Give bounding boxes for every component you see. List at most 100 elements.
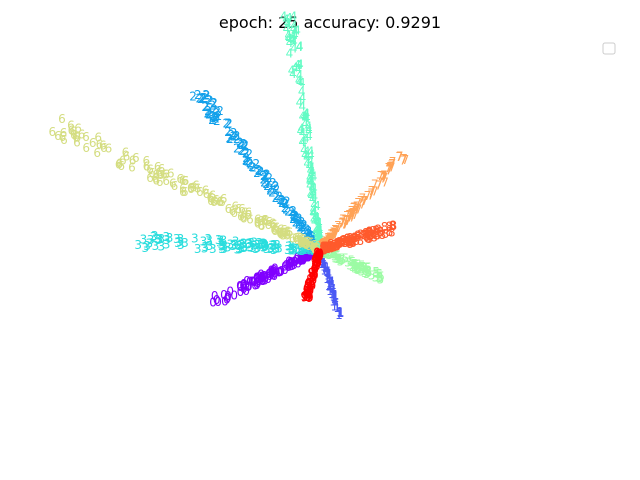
point-label-4: 4 — [307, 144, 315, 158]
point-label-3: 3 — [313, 242, 321, 256]
point-label-4: 4 — [296, 57, 304, 71]
point-label-6: 6 — [302, 238, 310, 252]
point-label-9: 9 — [307, 266, 315, 280]
point-label-8: 8 — [326, 240, 334, 254]
point-label-7: 7 — [329, 229, 337, 243]
point-label-2: 2 — [216, 104, 224, 118]
point-label-3: 3 — [302, 243, 310, 257]
point-label-6: 6 — [302, 238, 310, 252]
point-label-1: 1 — [329, 281, 337, 295]
point-label-2: 2 — [263, 168, 271, 182]
point-label-8: 8 — [386, 225, 394, 239]
point-label-6: 6 — [269, 218, 277, 232]
point-label-9: 9 — [300, 290, 308, 304]
point-label-6: 6 — [192, 179, 200, 193]
point-label-3: 3 — [145, 236, 153, 250]
point-label-4: 4 — [286, 36, 294, 50]
point-label-6: 6 — [300, 233, 308, 247]
point-label-8: 8 — [319, 242, 327, 256]
point-label-3: 3 — [140, 233, 148, 247]
point-label-4: 4 — [289, 33, 297, 47]
point-label-2: 2 — [211, 112, 219, 126]
point-label-1: 1 — [318, 252, 326, 266]
point-label-8: 8 — [320, 240, 328, 254]
point-label-7: 7 — [347, 207, 355, 221]
point-label-7: 7 — [348, 211, 356, 225]
point-label-7: 7 — [367, 187, 375, 201]
point-label-8: 8 — [340, 233, 348, 247]
point-label-4: 4 — [315, 216, 323, 230]
series-6: 6666666666666666666666666666666666666666… — [48, 112, 321, 256]
point-label-4: 4 — [289, 67, 297, 81]
point-label-5: 5 — [351, 260, 359, 274]
point-label-0: 0 — [304, 250, 312, 264]
point-label-3: 3 — [268, 241, 276, 255]
point-label-8: 8 — [331, 237, 339, 251]
point-label-6: 6 — [123, 150, 131, 164]
point-label-3: 3 — [313, 243, 321, 257]
point-label-2: 2 — [246, 158, 254, 172]
point-label-4: 4 — [288, 33, 296, 47]
point-label-8: 8 — [320, 242, 328, 256]
point-label-2: 2 — [298, 220, 306, 234]
point-label-7: 7 — [346, 211, 354, 225]
point-label-0: 0 — [257, 271, 265, 285]
point-label-4: 4 — [290, 35, 298, 49]
point-label-5: 5 — [354, 263, 362, 277]
point-label-7: 7 — [320, 239, 328, 253]
point-label-0: 0 — [305, 249, 313, 263]
point-label-0: 0 — [297, 249, 305, 263]
point-label-5: 5 — [349, 255, 357, 269]
point-label-0: 0 — [240, 277, 248, 291]
point-label-5: 5 — [354, 261, 362, 275]
point-label-8: 8 — [389, 219, 397, 233]
point-label-5: 5 — [363, 264, 371, 278]
point-label-4: 4 — [290, 19, 298, 33]
point-label-2: 2 — [225, 131, 233, 145]
point-label-3: 3 — [266, 242, 274, 256]
point-label-6: 6 — [284, 228, 292, 242]
point-label-0: 0 — [269, 269, 277, 283]
point-label-7: 7 — [389, 155, 397, 169]
point-label-9: 9 — [312, 253, 320, 267]
point-label-5: 5 — [351, 262, 359, 276]
point-label-9: 9 — [315, 248, 323, 262]
point-label-3: 3 — [312, 244, 320, 258]
point-label-5: 5 — [346, 259, 354, 273]
point-label-3: 3 — [155, 233, 163, 247]
point-label-2: 2 — [212, 106, 220, 120]
point-label-2: 2 — [313, 237, 321, 251]
point-label-6: 6 — [245, 206, 253, 220]
point-label-7: 7 — [402, 153, 410, 167]
point-label-0: 0 — [223, 293, 231, 307]
point-label-5: 5 — [364, 261, 372, 275]
point-label-1: 1 — [316, 246, 324, 260]
point-label-5: 5 — [362, 264, 370, 278]
point-label-8: 8 — [366, 226, 374, 240]
point-label-5: 5 — [373, 266, 381, 280]
point-label-0: 0 — [243, 274, 251, 288]
point-label-8: 8 — [364, 232, 372, 246]
point-label-2: 2 — [203, 107, 211, 121]
point-label-2: 2 — [259, 172, 267, 186]
point-label-3: 3 — [311, 243, 319, 257]
point-label-0: 0 — [213, 293, 221, 307]
point-label-7: 7 — [339, 216, 347, 230]
point-label-1: 1 — [332, 291, 340, 305]
point-label-3: 3 — [191, 232, 199, 246]
point-label-9: 9 — [306, 285, 314, 299]
point-label-4: 4 — [308, 162, 316, 176]
point-label-8: 8 — [362, 228, 370, 242]
point-label-7: 7 — [352, 202, 360, 216]
point-label-2: 2 — [236, 136, 244, 150]
point-label-0: 0 — [211, 289, 219, 303]
point-label-0: 0 — [246, 275, 254, 289]
point-label-4: 4 — [303, 149, 311, 163]
point-label-2: 2 — [213, 114, 221, 128]
point-label-9: 9 — [308, 270, 316, 284]
point-label-4: 4 — [309, 182, 317, 196]
point-label-2: 2 — [306, 230, 314, 244]
point-label-0: 0 — [255, 274, 263, 288]
point-label-6: 6 — [261, 213, 269, 227]
point-label-0: 0 — [277, 264, 285, 278]
